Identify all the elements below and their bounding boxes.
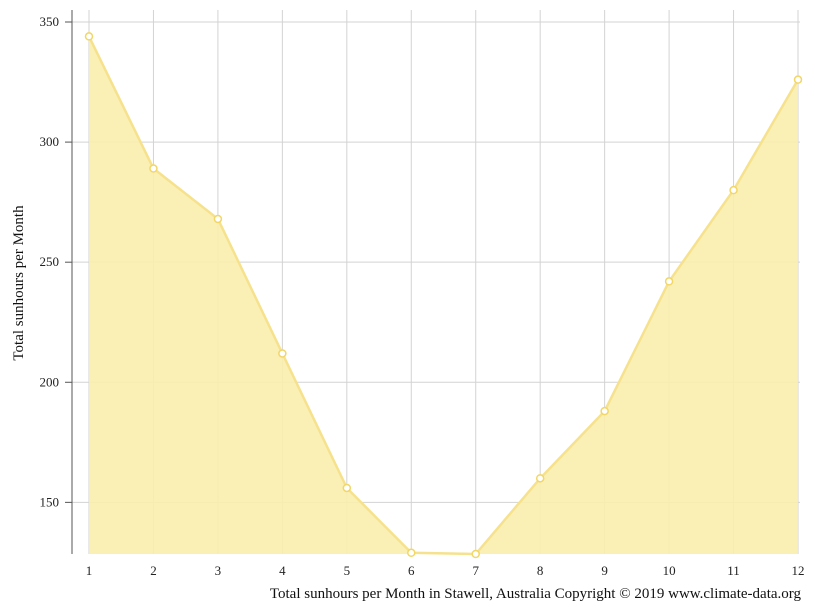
data-point-month-7 xyxy=(471,549,480,559)
y-tick-label: 150 xyxy=(40,494,60,509)
x-tick-labels: 1 2 3 4 5 6 7 8 9 10 11 12 xyxy=(86,563,805,578)
chart-caption: Total sunhours per Month in Stawell, Aus… xyxy=(270,586,802,602)
x-tick-label: 1 xyxy=(86,563,93,578)
y-tick-label: 350 xyxy=(40,14,60,29)
x-tick-label: 11 xyxy=(727,563,740,578)
data-point-month-10 xyxy=(664,277,674,286)
data-points xyxy=(84,32,803,559)
data-point-month-9 xyxy=(600,406,609,416)
x-tick-label: 8 xyxy=(537,563,544,578)
y-tick-label: 300 xyxy=(40,134,60,149)
data-point-month-11 xyxy=(729,185,738,195)
data-point-month-4 xyxy=(278,349,287,358)
x-tick-label: 12 xyxy=(792,563,805,578)
y-tick-label: 250 xyxy=(40,254,60,269)
y-axis-title: Total sunhours per Month xyxy=(11,205,27,361)
data-point-month-5 xyxy=(342,483,352,493)
data-point-month-12 xyxy=(793,75,803,84)
x-tick-label: 4 xyxy=(279,563,286,578)
sunhours-area xyxy=(89,36,798,555)
x-tick-label: 3 xyxy=(215,563,222,578)
sunhours-line xyxy=(87,35,800,556)
y-tick-label: 200 xyxy=(40,374,60,389)
data-point-month-2 xyxy=(149,164,158,173)
y-tick-labels: 150 200 250 300 350 xyxy=(40,14,60,509)
data-point-month-8 xyxy=(535,474,545,483)
data-point-month-1 xyxy=(84,32,94,41)
x-tick-label: 7 xyxy=(472,563,479,578)
data-point-month-3 xyxy=(213,214,223,224)
x-tick-label: 10 xyxy=(663,563,676,578)
x-tick-label: 5 xyxy=(344,563,351,578)
x-tick-label: 2 xyxy=(150,563,157,578)
x-tick-label: 6 xyxy=(408,563,415,578)
data-point-month-6 xyxy=(407,548,416,558)
x-tick-label: 9 xyxy=(601,563,608,578)
